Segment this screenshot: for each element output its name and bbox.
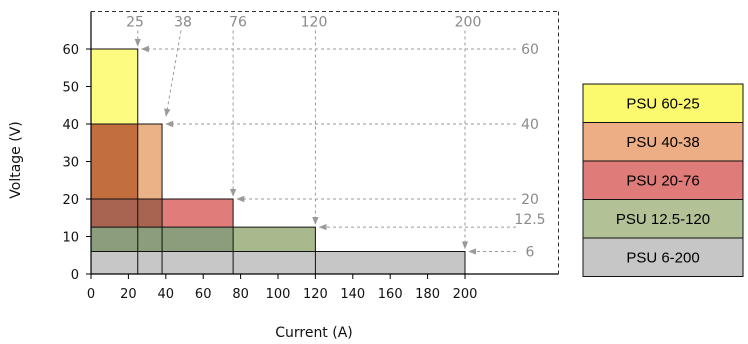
voltage-annotation-label: 12.5 [514,212,545,228]
y-tick-label: 60 [62,43,79,58]
legend-label-psu-12-5-120: PSU 12.5-120 [616,211,710,228]
y-tick-label: 50 [62,81,79,96]
legend-label-psu-40-38: PSU 40-38 [626,134,699,151]
legend-label-psu-6-200: PSU 6-200 [626,249,699,266]
x-tick-label: 0 [87,287,95,302]
voltage-annotation-label: 60 [521,42,539,58]
region-psu-12-5-120-band-1 [137,227,163,252]
y-tick-label: 0 [71,268,79,283]
region-psu-6-200-band-2 [162,251,234,274]
x-tick-label: 200 [453,287,478,302]
x-tick-label: 20 [120,287,137,302]
voltage-annotation-label: 6 [526,245,535,261]
legend-swatch-psu-20-76 [582,160,744,200]
x-tick-label: 160 [378,287,403,302]
current-annotation-label: 25 [126,15,144,31]
region-psu-40-38-band-0 [91,124,138,199]
region-psu-40-38-band-1 [137,124,163,199]
x-axis-title: Current (A) [275,325,353,341]
voltage-annotation-label: 20 [521,192,539,208]
current-annotation-label: 200 [455,15,482,31]
y-tick-label: 10 [62,231,79,246]
legend-swatch-psu-40-38 [582,122,744,162]
x-tick-label: 140 [340,287,365,302]
annotations: 25 60 38 40 76 20 120 12.5 200 6 [126,15,546,261]
legend-label-psu-20-76: PSU 20-76 [626,172,699,189]
y-axis-title: Voltage (V) [8,121,24,198]
x-tick-label: 80 [232,287,249,302]
legend-swatch-psu-12-5-120 [582,199,744,239]
region-psu-12-5-120-band-3 [233,227,316,252]
region-psu-20-76-band-2 [162,199,234,228]
current-annotation-label: 76 [229,15,247,31]
x-tick-label: 40 [158,287,175,302]
x-tick-label: 180 [415,287,440,302]
legend-label-psu-60-25: PSU 60-25 [626,95,699,112]
region-psu-6-200-band-1 [137,251,163,274]
region-psu-12-5-120-band-0 [91,227,138,252]
legend-swatch-psu-6-200 [582,237,744,277]
y-tick-label: 30 [62,156,79,171]
region-psu-12-5-120-band-2 [162,227,234,252]
axes: 0 20 40 60 80 100 120 140 160 180 200 0 10 20 30 40 50 60 [62,11,559,302]
x-tick-label: 100 [266,287,291,302]
region-psu-6-200-band-3 [233,251,316,274]
current-guide-psu-40-38 [164,30,182,117]
current-annotation-label: 38 [174,15,192,31]
current-annotation-label: 120 [301,15,328,31]
region-psu-20-76-band-1 [137,199,163,228]
y-tick-label: 40 [62,118,79,133]
plot-area [90,48,466,275]
legend-swatch-psu-60-25 [582,83,744,123]
region-psu-20-76-band-0 [91,199,138,228]
voltage-annotation-label: 40 [521,117,539,133]
region-psu-6-200-band-0 [91,251,138,274]
legend: PSU 60-25 PSU 40-38 PSU 20-76 PSU 12.5-120 P… [582,83,744,277]
region-psu-6-200-band-4 [315,251,465,274]
region-psu-60-25-band-0 [91,49,138,124]
x-tick-label: 60 [195,287,212,302]
x-tick-label: 120 [303,287,328,302]
y-tick-label: 20 [62,193,79,208]
